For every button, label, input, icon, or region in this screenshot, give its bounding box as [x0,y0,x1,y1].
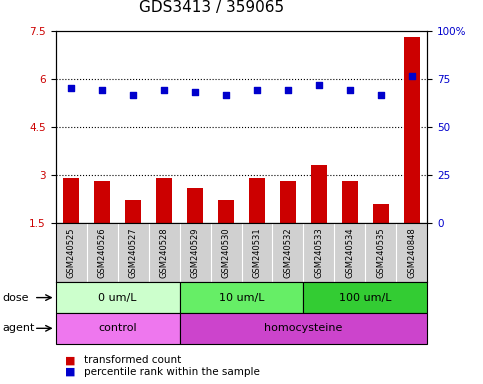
Text: GSM240530: GSM240530 [222,227,230,278]
Bar [180,282,303,313]
Point [222,92,230,98]
Point [191,88,199,94]
Text: GSM240527: GSM240527 [128,227,138,278]
Text: homocysteine: homocysteine [264,323,342,333]
Text: dose: dose [2,293,29,303]
Text: GDS3413 / 359065: GDS3413 / 359065 [139,0,284,15]
Text: agent: agent [2,323,35,333]
Text: ■: ■ [65,367,76,377]
Point [377,92,385,98]
Bar [373,204,389,223]
Point [408,73,416,79]
Point [284,87,292,93]
Point [129,92,137,98]
Text: ■: ■ [65,355,76,365]
Text: GSM240533: GSM240533 [314,227,324,278]
Text: 100 um/L: 100 um/L [339,293,392,303]
Bar [404,37,420,223]
Bar [180,313,427,344]
Text: GSM240525: GSM240525 [67,227,75,278]
Bar [187,187,203,223]
Text: transformed count: transformed count [84,355,181,365]
Text: control: control [98,323,137,333]
Text: percentile rank within the sample: percentile rank within the sample [84,367,259,377]
Text: GSM240535: GSM240535 [376,227,385,278]
Text: GSM240534: GSM240534 [345,227,355,278]
Bar [342,181,358,223]
Bar [125,200,141,223]
Bar [249,178,265,223]
Point [253,87,261,93]
Bar [63,178,79,223]
Text: 10 um/L: 10 um/L [219,293,264,303]
Bar [56,313,180,344]
Point [346,87,354,93]
Text: GSM240848: GSM240848 [408,227,416,278]
Point [98,87,106,93]
Point [315,82,323,88]
Text: 0 um/L: 0 um/L [98,293,137,303]
Bar [156,178,172,223]
Bar [311,165,327,223]
Bar [218,200,234,223]
Bar [56,282,180,313]
Text: GSM240526: GSM240526 [98,227,107,278]
Bar [303,282,427,313]
Bar [94,181,110,223]
Text: GSM240532: GSM240532 [284,227,293,278]
Point [160,87,168,93]
Bar [280,181,296,223]
Text: GSM240528: GSM240528 [159,227,169,278]
Text: GSM240529: GSM240529 [190,227,199,278]
Point [67,85,75,91]
Text: GSM240531: GSM240531 [253,227,261,278]
